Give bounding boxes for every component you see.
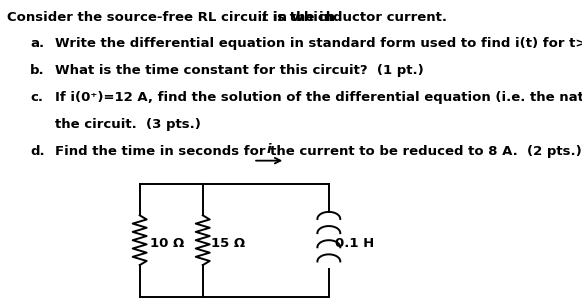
Text: Consider the source-free RL circuit in which: Consider the source-free RL circuit in w… (7, 11, 340, 24)
Text: What is the time constant for this circuit?  (1 pt.): What is the time constant for this circu… (55, 64, 424, 77)
Text: c.: c. (30, 91, 43, 104)
Text: 15 Ω: 15 Ω (211, 237, 245, 250)
Text: the circuit.  (3 pts.): the circuit. (3 pts.) (55, 118, 201, 131)
Text: Write the differential equation in standard form used to find i(t) for t>0.  (4 : Write the differential equation in stand… (55, 37, 582, 50)
Text: 10 Ω: 10 Ω (150, 237, 184, 250)
Text: If i(0⁺)=12 A, find the solution of the differential equation (i.e. the natural : If i(0⁺)=12 A, find the solution of the … (55, 91, 582, 104)
Text: i: i (262, 11, 267, 24)
Text: is the inductor current.: is the inductor current. (268, 11, 448, 24)
Text: 0.1 H: 0.1 H (335, 237, 374, 250)
Text: a.: a. (30, 37, 44, 50)
Text: i: i (267, 143, 271, 155)
Text: b.: b. (30, 64, 45, 77)
Text: d.: d. (30, 145, 45, 158)
Text: Find the time in seconds for the current to be reduced to 8 A.  (2 pts.): Find the time in seconds for the current… (55, 145, 582, 158)
